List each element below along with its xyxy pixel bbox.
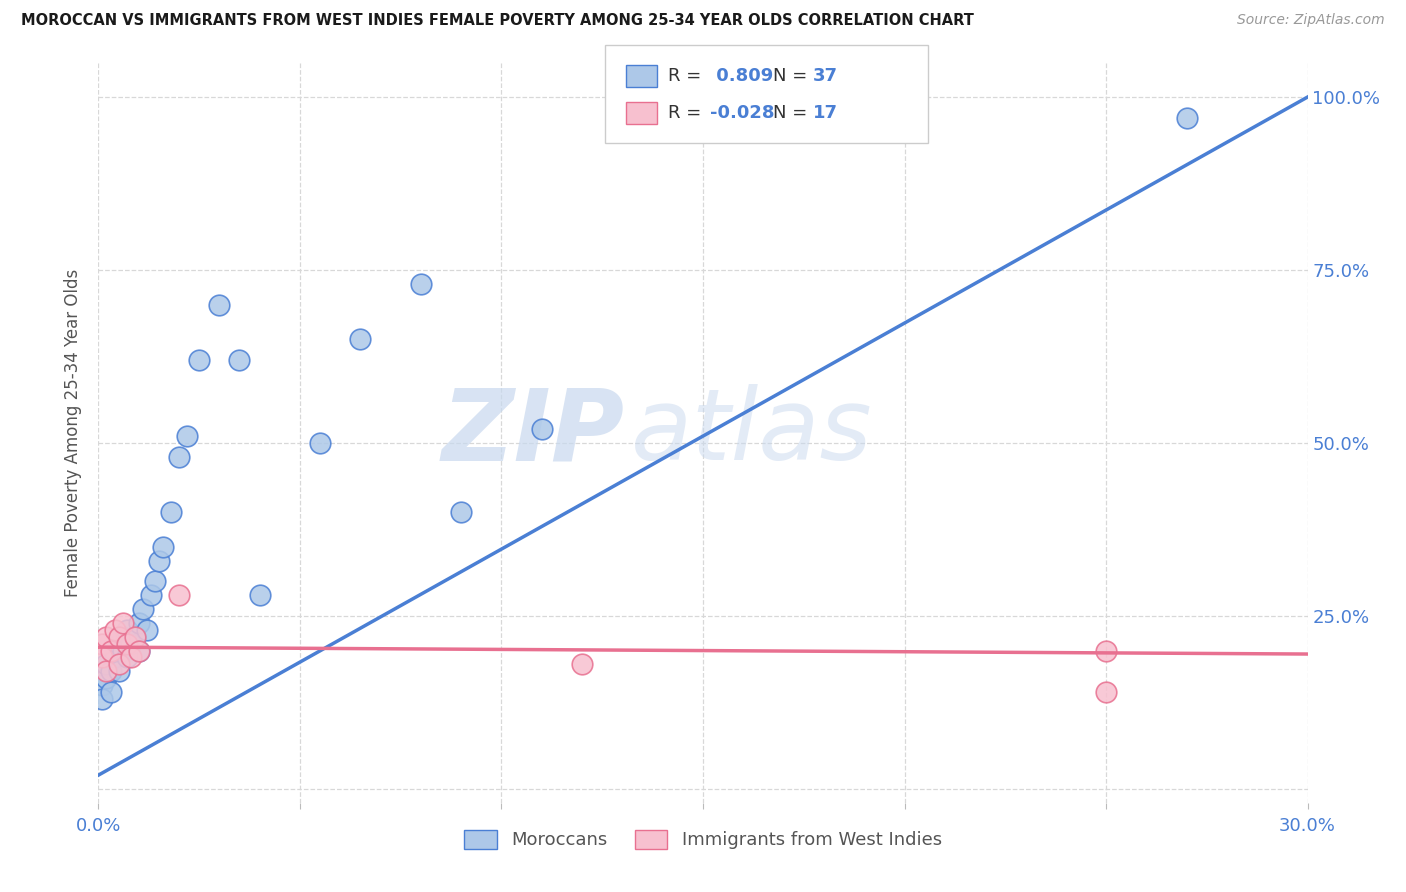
Point [91, 692, 114, 706]
Point [349, 332, 371, 346]
Point [100, 643, 122, 657]
Point [111, 630, 134, 644]
Point [571, 657, 593, 672]
Point [96, 630, 118, 644]
Point [107, 637, 129, 651]
Point [1095, 685, 1118, 699]
Point [143, 574, 166, 589]
Point [167, 588, 190, 602]
Point [115, 637, 138, 651]
Point [120, 637, 142, 651]
Point [103, 623, 125, 637]
Point [107, 665, 129, 679]
Text: MOROCCAN VS IMMIGRANTS FROM WEST INDIES FEMALE POVERTY AMONG 25-34 YEAR OLDS COR: MOROCCAN VS IMMIGRANTS FROM WEST INDIES … [21, 13, 974, 29]
Point [103, 643, 125, 657]
Point [115, 623, 138, 637]
Point [148, 554, 170, 568]
Point [91, 678, 114, 692]
Point [249, 588, 271, 602]
Point [188, 353, 211, 368]
Point [530, 422, 553, 436]
Point [450, 505, 472, 519]
Text: 37: 37 [813, 67, 838, 85]
Text: ZIP: ZIP [441, 384, 624, 481]
Point [208, 297, 231, 311]
Point [100, 685, 122, 699]
Text: Source: ZipAtlas.com: Source: ZipAtlas.com [1237, 13, 1385, 28]
Point [409, 277, 432, 291]
Point [96, 657, 118, 672]
Point [124, 630, 146, 644]
Point [111, 615, 134, 630]
Point [91, 637, 114, 651]
Text: N =: N = [773, 67, 813, 85]
Point [167, 450, 190, 464]
Point [96, 665, 118, 679]
Text: 0.809: 0.809 [710, 67, 773, 85]
Point [128, 643, 150, 657]
Text: -0.028: -0.028 [710, 104, 775, 122]
Point [135, 623, 157, 637]
Text: R =: R = [668, 67, 707, 85]
Point [309, 436, 332, 450]
Point [124, 630, 146, 644]
Y-axis label: Female Poverty Among 25-34 Year Olds: Female Poverty Among 25-34 Year Olds [65, 268, 83, 597]
Point [176, 429, 198, 443]
Point [132, 602, 155, 616]
Point [1175, 111, 1198, 125]
Text: R =: R = [668, 104, 707, 122]
Point [139, 588, 162, 602]
Point [128, 643, 150, 657]
Point [120, 650, 142, 665]
Point [111, 643, 134, 657]
Point [228, 353, 250, 368]
Point [160, 505, 183, 519]
Text: N =: N = [773, 104, 813, 122]
Point [107, 657, 129, 672]
Point [115, 650, 138, 665]
Point [152, 540, 174, 554]
Point [91, 650, 114, 665]
Point [100, 665, 122, 679]
Point [103, 650, 125, 665]
Text: atlas: atlas [630, 384, 872, 481]
Point [96, 671, 118, 685]
Point [107, 630, 129, 644]
Point [128, 615, 150, 630]
Legend: Moroccans, Immigrants from West Indies: Moroccans, Immigrants from West Indies [457, 823, 949, 856]
Text: 17: 17 [813, 104, 838, 122]
Point [1095, 643, 1118, 657]
